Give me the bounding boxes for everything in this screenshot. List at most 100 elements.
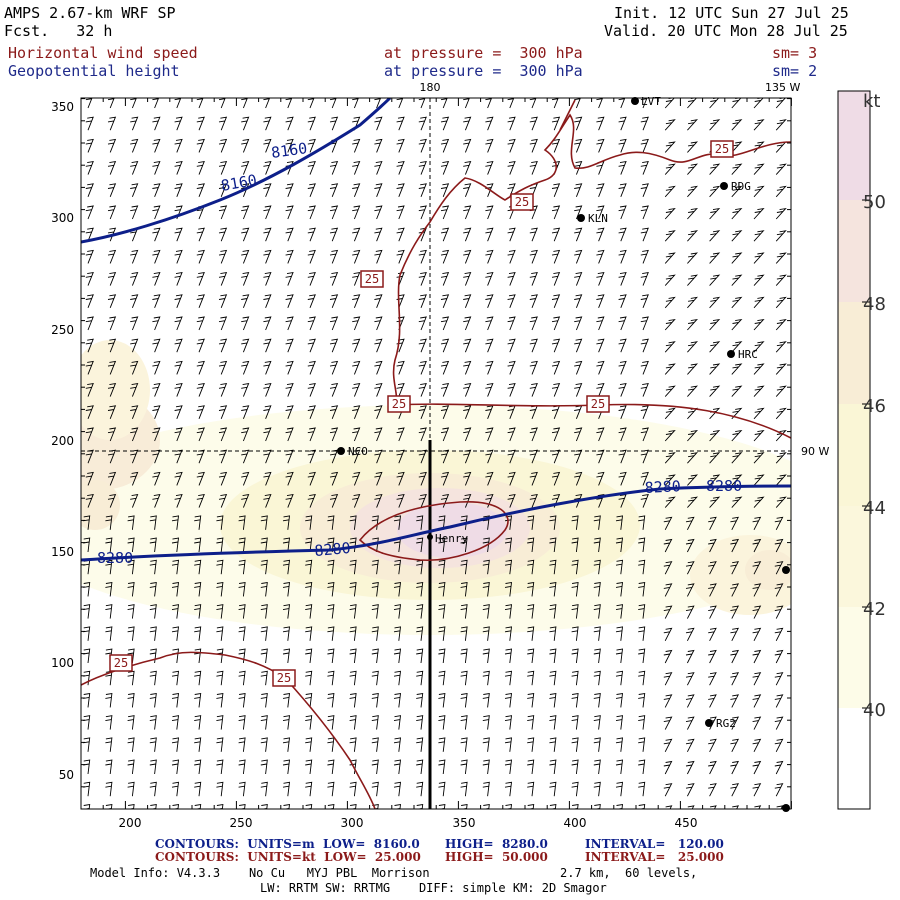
wind-barb (463, 360, 472, 375)
wind-barb (238, 781, 246, 797)
wind-barb (440, 205, 450, 220)
wind-barb (615, 692, 624, 708)
wind-barb (130, 161, 139, 175)
wind-barb (349, 604, 357, 619)
wind-barb (752, 672, 762, 686)
wind-barb (216, 559, 224, 575)
svg-text:25: 25 (114, 656, 128, 670)
wind-barb (152, 272, 161, 286)
wind-barb (574, 161, 583, 175)
wind-barb (307, 360, 316, 375)
wind-barb (596, 338, 605, 353)
wind-barb (685, 627, 695, 642)
svg-text:25: 25 (515, 195, 529, 209)
height-contour-label: 8280 (314, 539, 352, 560)
wind-barb (374, 227, 383, 242)
wind-barb (349, 781, 357, 797)
wind-barb (663, 627, 673, 642)
wind-barb (618, 338, 627, 353)
wind-barb (618, 294, 627, 308)
wind-barb (393, 604, 402, 619)
wind-barb (440, 138, 450, 153)
wind-barb (305, 648, 313, 664)
wind-barb (551, 471, 561, 486)
wind-barb (440, 272, 450, 286)
wind-barb (196, 98, 204, 109)
wind-barb (105, 559, 113, 575)
wind-barb (130, 205, 139, 220)
wind-barb (596, 116, 605, 131)
svg-text:NCO: NCO (348, 445, 368, 458)
wind-barb (460, 692, 468, 708)
wind-barb (440, 471, 450, 486)
wind-barb (194, 604, 202, 619)
wind-barb (371, 692, 379, 708)
wind-barb (130, 98, 137, 109)
wind-barb (396, 294, 405, 308)
wind-barb (152, 316, 161, 331)
wind-barb (687, 296, 698, 309)
wind-barb (107, 360, 117, 375)
wind-barb (549, 759, 557, 775)
wind-barb (687, 452, 698, 464)
wind-barb (327, 515, 335, 530)
wind-barb (374, 294, 383, 308)
wind-barb (571, 759, 579, 775)
wind-barb (149, 537, 157, 553)
wind-barb (774, 649, 784, 664)
wind-barb (371, 559, 379, 575)
wind-barb (171, 559, 180, 575)
wind-barb (371, 715, 379, 730)
wind-barb (504, 670, 513, 686)
wind-barb (798, 497, 807, 507)
wind-barb (638, 626, 646, 641)
wind-barb (504, 604, 513, 619)
wind-barb (463, 338, 472, 353)
wind-barb (571, 626, 579, 641)
svg-text:25: 25 (277, 671, 291, 685)
wind-barb (753, 385, 765, 397)
footer-physics-info: LW: RRTM SW: RRTMG DIFF: simple KM: 2D S… (260, 881, 607, 895)
wind-barb (527, 715, 535, 730)
wind-barb (263, 316, 272, 331)
wind-barb (797, 606, 805, 619)
wind-barb (130, 360, 139, 375)
wind-barb (775, 230, 787, 242)
wind-barb (171, 692, 180, 708)
wind-barb (349, 559, 357, 575)
wind-barb (130, 183, 139, 197)
wind-barb (105, 759, 113, 775)
wind-barb (640, 360, 649, 375)
wind-barb (596, 98, 604, 109)
wind-barb (730, 538, 740, 553)
wind-barb (241, 338, 250, 353)
wind-barb (438, 581, 446, 597)
wind-barb (174, 338, 183, 353)
wind-barb (507, 316, 516, 331)
wind-barb (418, 494, 427, 508)
wind-barb (753, 207, 765, 220)
speed-contour-label: 25 (360, 270, 384, 288)
wind-barb (105, 626, 113, 641)
wind-barb (418, 427, 427, 442)
wind-barb (85, 338, 94, 353)
colorbar-label: 50 (863, 192, 886, 213)
speed-contour-label: 25 (710, 140, 734, 158)
wind-barb (618, 383, 627, 397)
wind-barb (174, 360, 183, 375)
wind-barb (638, 781, 646, 797)
wind-barb (260, 692, 268, 708)
wind-barb (396, 427, 405, 442)
wind-barb (440, 294, 450, 308)
wind-barb (152, 338, 161, 353)
wind-barb (687, 496, 698, 508)
station-marker-edge (782, 804, 790, 812)
wind-barb (730, 516, 740, 531)
wind-barb (797, 540, 805, 553)
wind-barb (596, 183, 605, 197)
wind-barb (349, 648, 357, 664)
wind-barb (687, 119, 698, 131)
wind-barb (349, 670, 357, 686)
wind-barb (438, 781, 446, 797)
wind-barb (238, 626, 246, 641)
